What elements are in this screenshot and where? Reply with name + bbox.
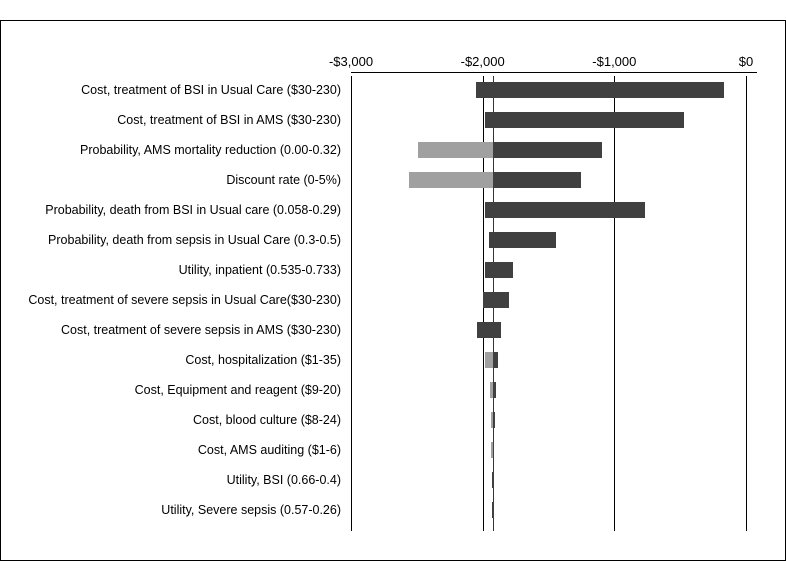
bar-high bbox=[493, 202, 645, 218]
row-label: Cost, hospitalization ($1-35) bbox=[185, 354, 341, 367]
bar-high bbox=[493, 262, 513, 278]
x-gridline bbox=[351, 76, 352, 531]
row-label: Cost, Equipment and reagent ($9-20) bbox=[135, 384, 341, 397]
bar-high bbox=[493, 112, 685, 128]
row-label: Cost, treatment of severe sepsis in Usua… bbox=[28, 294, 341, 307]
row-label: Cost, treatment of BSI in AMS ($30-230) bbox=[117, 114, 341, 127]
row-label: Cost, treatment of BSI in Usual Care ($3… bbox=[81, 84, 341, 97]
bar-high bbox=[493, 82, 724, 98]
bar-low bbox=[483, 292, 493, 308]
row-label: Cost, treatment of severe sepsis in AMS … bbox=[61, 324, 341, 337]
bar-low bbox=[485, 352, 492, 368]
row-label: Probability, AMS mortality reduction (0.… bbox=[80, 144, 341, 157]
row-label: Probability, death from BSI in Usual car… bbox=[45, 204, 341, 217]
tornado-chart-frame: -$3,000 -$2,000 -$1,000 $0 Cost, treatment o… bbox=[0, 20, 786, 561]
row-label: Utility, Severe sepsis (0.57-0.26) bbox=[161, 504, 341, 517]
x-axis-tick-label: -$1,000 bbox=[592, 54, 636, 69]
bar-high bbox=[493, 142, 603, 158]
x-gridline bbox=[614, 76, 615, 531]
bar-high bbox=[493, 232, 557, 248]
bar-high bbox=[493, 322, 502, 338]
x-gridline bbox=[746, 76, 747, 531]
bar-high bbox=[493, 412, 495, 428]
bar-high bbox=[493, 382, 496, 398]
bar-high bbox=[493, 292, 509, 308]
row-label: Utility, inpatient (0.535-0.733) bbox=[179, 264, 341, 277]
row-label: Probability, death from sepsis in Usual … bbox=[48, 234, 341, 247]
bar-high bbox=[493, 352, 499, 368]
bar-high bbox=[493, 442, 494, 458]
bar-low bbox=[409, 172, 493, 188]
row-label: Utility, BSI (0.66-0.4) bbox=[227, 474, 341, 487]
bar-low bbox=[485, 202, 492, 218]
x-axis-tick-label: -$3,000 bbox=[329, 54, 373, 69]
x-axis-tick-label: -$2,000 bbox=[461, 54, 505, 69]
bar-high bbox=[493, 472, 494, 488]
axis-top-rule bbox=[351, 72, 757, 73]
bar-high bbox=[493, 172, 582, 188]
bar-high bbox=[493, 502, 494, 518]
row-label: Discount rate (0-5%) bbox=[226, 174, 341, 187]
row-label: Cost, blood culture ($8-24) bbox=[193, 414, 341, 427]
row-label: Cost, AMS auditing ($1-6) bbox=[198, 444, 341, 457]
x-axis-tick-label: $0 bbox=[739, 54, 753, 69]
bar-low bbox=[418, 142, 492, 158]
bar-low bbox=[477, 322, 492, 338]
bar-low bbox=[485, 262, 492, 278]
bar-low bbox=[476, 82, 492, 98]
bar-low bbox=[485, 112, 492, 128]
